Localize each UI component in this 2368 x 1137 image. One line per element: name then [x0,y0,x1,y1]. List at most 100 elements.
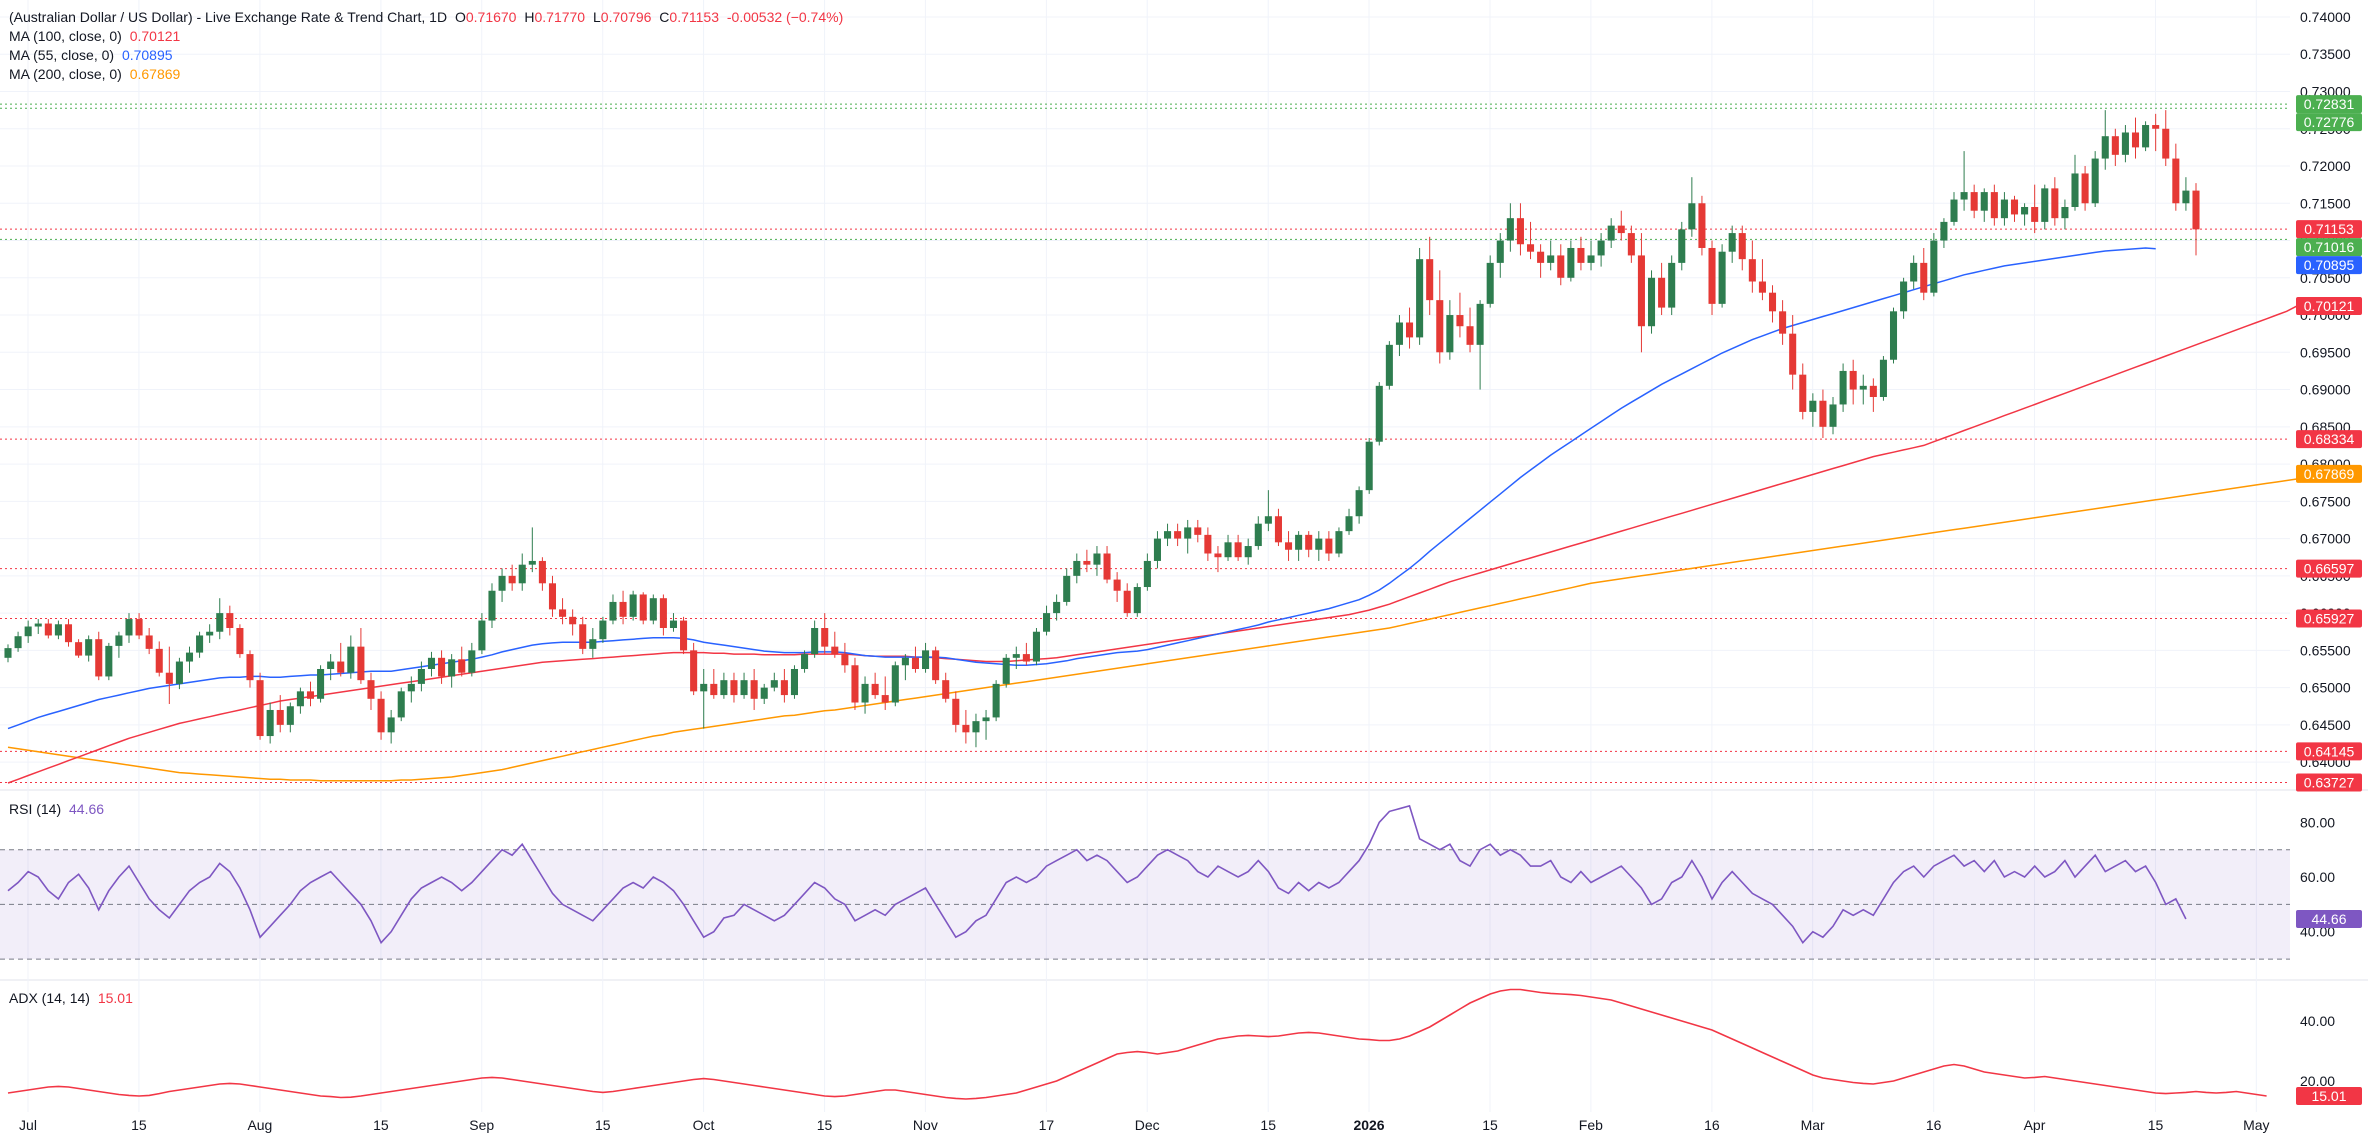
candle-body [1315,538,1323,550]
ma55-value: 0.70895 [121,47,173,63]
candle-body [1083,560,1091,565]
candle-body [911,657,919,669]
candle-body [811,628,819,655]
candle-body [680,620,688,651]
candle-body [801,654,809,669]
candle-body [1355,490,1363,517]
x-tick-label: Feb [1579,1117,1603,1133]
candle-body [165,672,173,684]
candle-body [1516,218,1524,245]
y-tick-label: 0.65000 [2300,680,2351,696]
candle-body [690,650,698,692]
candle-body [236,628,244,655]
candle-body [226,613,234,629]
candle-body [438,657,446,677]
candle-body [1264,516,1272,524]
candle-body [1819,400,1827,427]
x-tick-label: Aug [247,1117,272,1133]
price-tag [2296,559,2362,578]
y-tick-label: 0.71500 [2300,195,2351,211]
candle-body [1688,203,1696,230]
ma100-value: 0.70121 [129,28,181,44]
candle-body [478,620,486,651]
candle-body [1920,262,1928,293]
candle-body [1022,654,1030,662]
candle-body [508,575,516,584]
candle-body [2121,132,2129,155]
ma55-line [7,247,2156,730]
candle-body [1244,546,1252,558]
candle-body [95,639,103,677]
main-legend: (Australian Dollar / US Dollar) - Live E… [9,8,851,27]
candle-body [317,668,325,699]
candle-body [216,613,224,632]
ma200-line [7,473,2318,782]
candle-body [1164,531,1172,539]
candle-body [1910,262,1918,282]
candle-body [377,698,385,733]
candle-body [75,642,83,656]
price-tag-label: 0.71153 [2304,221,2354,237]
change-value: -0.00532 (−0.74%) [726,9,844,25]
candle-body [1153,538,1161,561]
candle-body [2000,199,2008,219]
candle-body [609,601,617,621]
candle-body [700,683,708,692]
price-tag [2296,773,2362,792]
candle-body [1002,657,1010,684]
candle-body [1950,199,1958,222]
price-tag [2296,256,2362,275]
candle-body [518,564,526,584]
open-value: 0.71670 [465,9,517,25]
candle-body [569,616,577,625]
x-tick-label: 16 [1704,1117,1720,1133]
candle-body [740,680,748,696]
candle-body [1829,404,1837,427]
candle-body [1305,534,1313,550]
candle-body [1395,322,1403,345]
x-tick-label: 17 [1039,1117,1055,1133]
candle-body [942,680,950,699]
candle-body [639,594,647,621]
candle-body [417,668,425,684]
candle-body [1789,333,1797,375]
candle-body [256,680,264,737]
candle-body [145,635,153,649]
candle-body [589,639,597,649]
candle-body [2061,206,2069,219]
candle-body [1335,531,1343,554]
price-tag-label: 0.71016 [2304,239,2355,255]
candle-body [206,631,214,636]
candle-body [1133,587,1141,614]
candle-body [448,659,456,677]
candle-body [337,661,345,673]
candle-body [1234,542,1242,558]
low-value: 0.70796 [600,9,652,25]
candle-body [579,624,587,649]
ma200-value: 0.67869 [129,66,181,82]
rsi-value: 44.66 [69,801,105,817]
x-tick-label: 15 [131,1117,147,1133]
candle-body [548,583,557,610]
y-tick-label: 0.72000 [2300,158,2351,174]
candle-body [14,636,22,649]
adx-legend: ADX (14, 14) 15.01 [9,989,137,1008]
candle-body [1758,281,1766,293]
candle-body [1900,281,1908,312]
candle-body [1537,251,1545,263]
symbol-title: (Australian Dollar / US Dollar) - Live E… [9,9,448,25]
candle-body [1809,400,1817,412]
candle-body [2051,188,2059,219]
candle-body [1254,523,1262,547]
candle-body [1849,370,1857,390]
candle-body [367,680,375,699]
candle-body [1738,233,1746,260]
candle-body [34,623,42,627]
candle-body [458,659,466,673]
candle-body [1869,385,1877,398]
adx-label: ADX (14, 14) [9,990,90,1006]
candle-body [1960,192,1968,200]
candle-body [397,691,405,718]
candle-body [1708,247,1716,304]
